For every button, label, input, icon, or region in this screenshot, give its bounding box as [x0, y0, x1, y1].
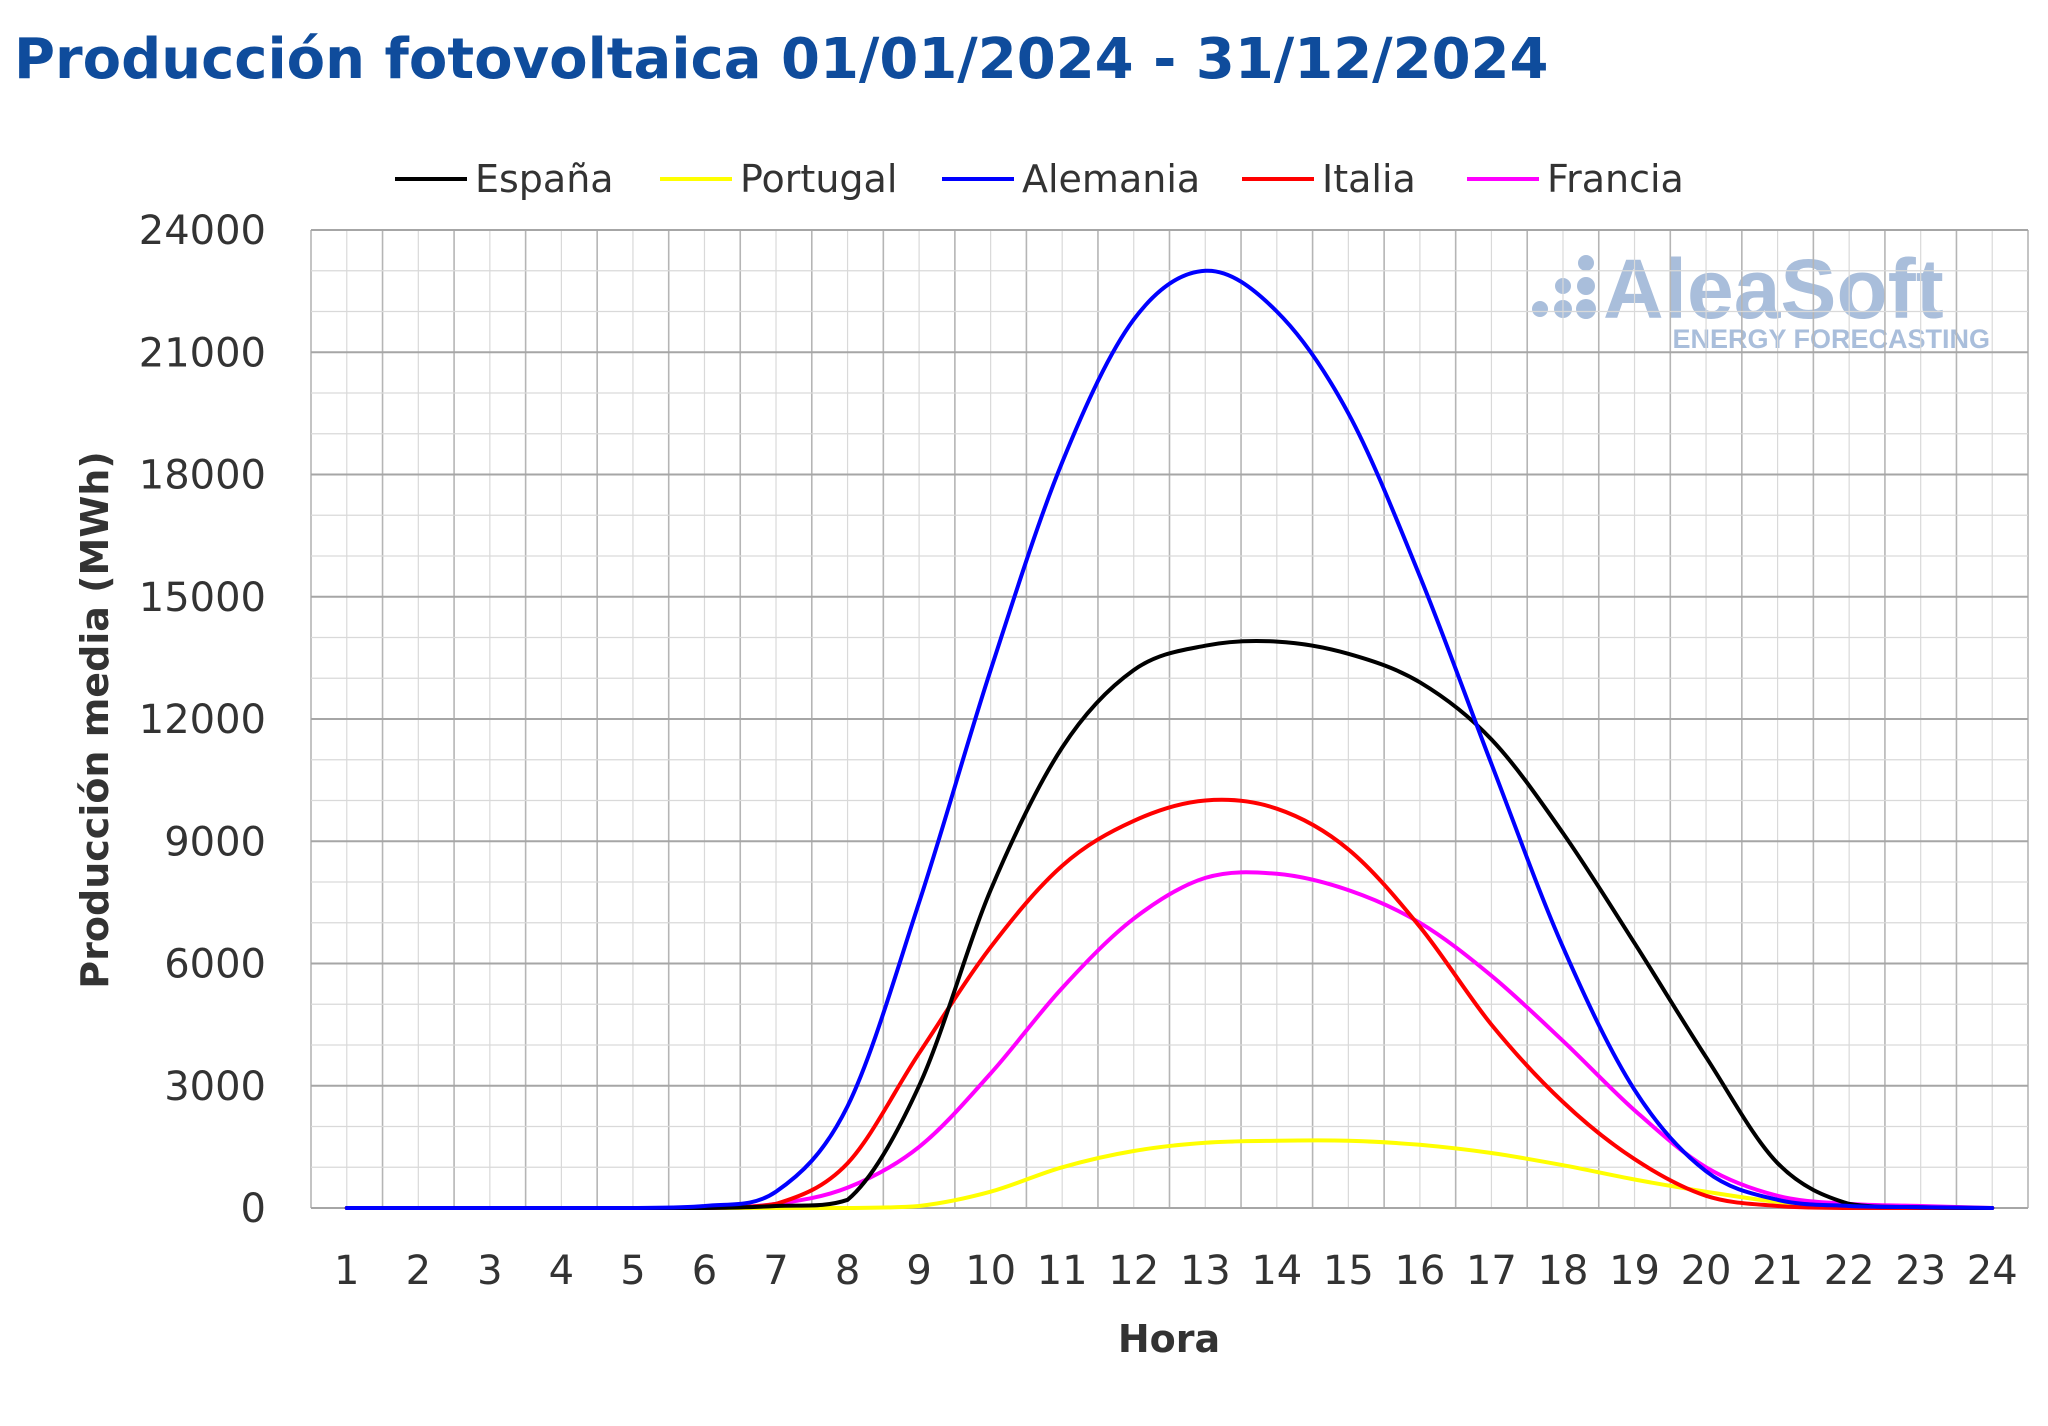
- x-tick-label: 10: [965, 1248, 1016, 1294]
- x-tick-label: 7: [763, 1248, 788, 1294]
- x-tick-label: 16: [1394, 1248, 1445, 1294]
- x-tick-label: 12: [1108, 1248, 1159, 1294]
- chart-grid: [310, 229, 2029, 1209]
- x-tick-label: 21: [1752, 1248, 1803, 1294]
- x-tick-label: 15: [1323, 1248, 1374, 1294]
- x-tick-label: 17: [1466, 1248, 1517, 1294]
- x-tick-label: 24: [1967, 1248, 2018, 1294]
- x-tick-label: 6: [692, 1248, 717, 1294]
- x-tick-label: 2: [406, 1248, 431, 1294]
- y-tick-label: 24000: [139, 208, 266, 254]
- x-tick-label: 23: [1895, 1248, 1946, 1294]
- x-tick-label: 8: [835, 1248, 860, 1294]
- x-tick-label: 14: [1251, 1248, 1302, 1294]
- x-tick-label: 1: [334, 1248, 359, 1294]
- y-tick-label: 15000: [139, 575, 266, 621]
- y-tick-label: 21000: [139, 330, 266, 376]
- y-tick-label: 6000: [164, 942, 266, 988]
- aleasoft-watermark: AleaSoft ENERGY FORECASTING: [1532, 242, 1990, 354]
- chart-title: Producción fotovoltaica 01/01/2024 - 31/…: [14, 27, 1548, 92]
- y-axis-title: Producción media (MWh): [73, 451, 117, 988]
- x-tick-label: 4: [549, 1248, 574, 1294]
- y-tick-label: 12000: [139, 697, 266, 743]
- x-tick-label: 5: [620, 1248, 645, 1294]
- y-tick-label: 3000: [164, 1064, 266, 1110]
- legend-label-espana: España: [475, 157, 614, 201]
- x-tick-label: 13: [1180, 1248, 1231, 1294]
- series-lines: [344, 268, 1995, 1211]
- x-tick-label: 18: [1538, 1248, 1589, 1294]
- x-tick-label: 9: [906, 1248, 931, 1294]
- x-tick-label: 22: [1824, 1248, 1875, 1294]
- x-tick-label: 20: [1681, 1248, 1732, 1294]
- legend-label-italia: Italia: [1322, 157, 1416, 201]
- legend-label-alemania: Alemania: [1022, 157, 1200, 201]
- watermark-tagline: ENERGY FORECASTING: [1672, 324, 1990, 354]
- x-axis-ticks: 1 2 3 4 5 6 7 8 9 10 11 12 13 14 15 16 17 18 19 20 21 22 23 24: [334, 1248, 2018, 1294]
- legend-label-portugal: Portugal: [740, 157, 897, 201]
- x-tick-label: 19: [1609, 1248, 1660, 1294]
- y-tick-label: 0: [241, 1186, 266, 1232]
- legend-label-francia: Francia: [1547, 157, 1684, 201]
- x-tick-label: 11: [1037, 1248, 1088, 1294]
- series-line-alemania: [344, 268, 1995, 1211]
- y-axis-ticks: 0 3000 6000 9000 12000 15000 18000 21000 24000: [139, 208, 266, 1232]
- y-tick-label: 18000: [139, 453, 266, 499]
- x-axis-title: Hora: [1118, 1317, 1220, 1361]
- legend: España Portugal Alemania Italia Francia: [395, 157, 1684, 201]
- x-tick-label: 3: [477, 1248, 502, 1294]
- aleasoft-logo-icon: [1532, 255, 1596, 319]
- y-tick-label: 9000: [164, 819, 266, 865]
- watermark-brand: AleaSoft: [1603, 242, 1944, 336]
